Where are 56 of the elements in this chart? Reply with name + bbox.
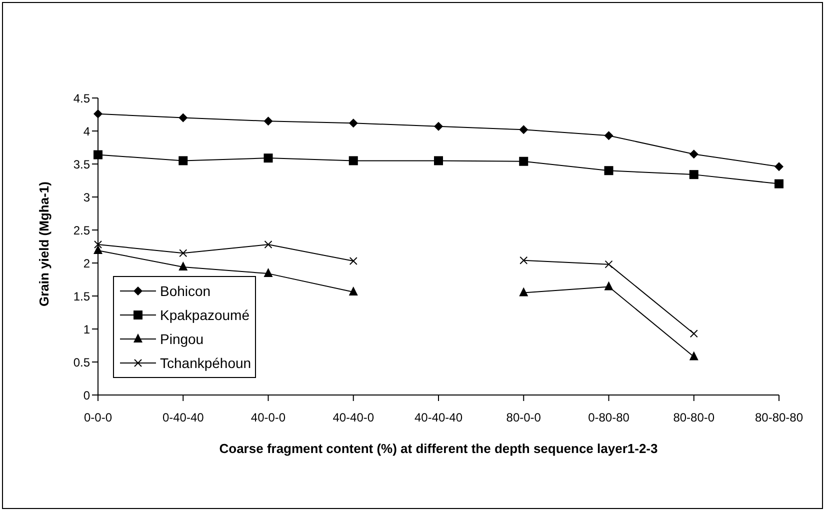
point [690,330,698,338]
x-tick-label: 40-0-0 [250,410,286,425]
legend-label: Tchankpéhoun [160,355,252,371]
x-tick-label: 80-80-80 [754,410,804,425]
x-axis-title: Coarse fragment content (%) at different the depth sequence layer1-2-3 [219,441,658,456]
y-tick-label: 4.5 [73,91,90,106]
point [178,156,188,166]
legend-label: Bohicon [160,283,211,299]
x-tick-label: 0-40-40 [162,410,204,425]
point [178,113,188,122]
point [604,166,614,176]
y-tick-label: 2 [83,256,90,270]
y-tick-label: 0.5 [73,355,90,370]
point [689,150,698,159]
y-tick-label: 0 [83,388,90,402]
y-tick-label: 1 [83,322,90,336]
point [264,116,273,126]
x-tick-label: 40-40-40 [414,410,463,425]
legend-label: Pingou [160,331,204,347]
point [519,156,528,166]
point [264,154,273,163]
point [519,287,528,296]
y-tick-label: 3 [83,190,90,204]
point [264,268,273,278]
point [774,179,784,188]
point [179,249,188,258]
point [264,240,272,249]
point [774,162,784,172]
x-tick-label: 0-80-80 [588,410,630,425]
point [689,170,698,180]
point [604,281,614,290]
point [178,261,188,270]
point [94,240,102,249]
x-tick-label: 80-0-0 [506,410,542,425]
y-tick-label: 2.5 [73,223,90,238]
point [348,286,358,296]
point [604,131,614,140]
point [604,260,613,268]
point [348,118,358,128]
y-tick-label: 1.5 [73,289,90,304]
x-tick-label: 0-0-0 [84,410,112,425]
legend-label: Kpakpazoumé [160,307,250,323]
point [94,109,102,118]
point [349,257,358,266]
point [348,156,358,166]
point [519,125,528,134]
point [520,256,528,264]
x-tick-label: 40-40-0 [332,410,374,425]
point [434,156,443,166]
y-axis-title: Grain yield (Mgha-1) [36,182,52,306]
y-tick-label: 4 [83,124,90,138]
point [94,150,102,160]
point [689,351,698,360]
point [434,122,443,131]
x-tick-label: 80-80-0 [673,410,715,425]
y-tick-label: 3.5 [73,157,90,172]
